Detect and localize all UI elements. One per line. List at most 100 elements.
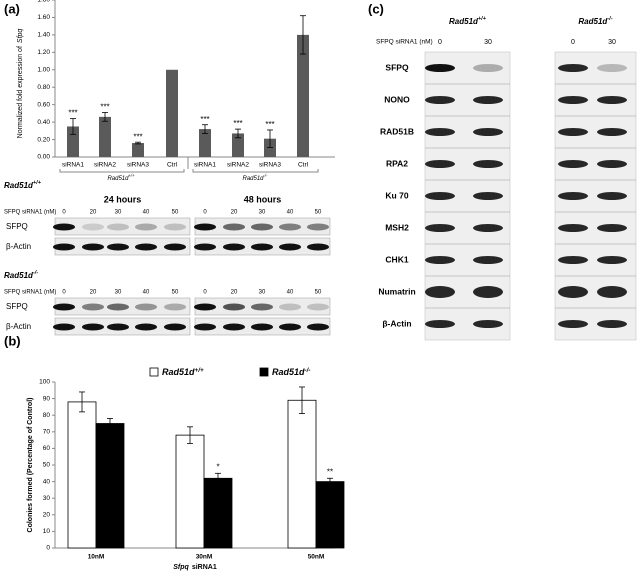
y-tick-label: 40 [43, 478, 51, 485]
blot-band [425, 256, 455, 264]
error-bar [135, 141, 141, 145]
blot-band [194, 303, 216, 311]
blot-band [597, 256, 627, 264]
blot-band [425, 64, 455, 72]
x-tick-label: 50nM [308, 554, 325, 561]
x-axis-label: Sfpq siRNA1 [173, 564, 217, 571]
blot-band [425, 192, 455, 200]
bar [95, 423, 125, 549]
protein-label: SFPQ [6, 222, 28, 231]
error-bar [102, 112, 108, 122]
y-tick-label: 70 [43, 429, 51, 436]
blot-band [473, 320, 503, 328]
blot-band [107, 323, 129, 331]
protein-label: SFPQ [6, 302, 28, 311]
blot-band [279, 323, 301, 331]
blot-band [82, 303, 104, 311]
y-axis-label: Colonies formed (Percentage of Control) [27, 398, 34, 533]
blot-band [53, 303, 75, 311]
lane-label: 20 [90, 290, 97, 296]
blot-band [135, 303, 157, 311]
blot-band [53, 243, 75, 251]
protein-label: β-Actin [6, 242, 31, 251]
timepoint-label: 48 hours [244, 194, 282, 204]
protein-label: CHK1 [385, 254, 408, 264]
blot-band [473, 192, 503, 200]
protein-label: Numatrin [378, 286, 415, 296]
y-tick-label: 30 [43, 495, 51, 502]
genotype-label: Rad51d-/- [578, 17, 612, 26]
error-bar [300, 15, 306, 55]
blot-band [53, 223, 75, 231]
lane-label: 20 [231, 210, 238, 216]
blot-band [307, 223, 329, 231]
blot-band [82, 243, 104, 251]
lane-label: 50 [172, 290, 179, 296]
blot-band [558, 320, 588, 328]
protein-label: β-Actin [6, 322, 31, 331]
y-tick-label: 0.00 [37, 154, 50, 161]
significance-label: *** [100, 103, 109, 112]
bar [175, 434, 205, 549]
lane-label: 30 [484, 39, 492, 46]
gene-name: Rad51d [4, 271, 34, 280]
blot-band [597, 96, 627, 104]
y-axis-label-gene: Sfpq [17, 29, 24, 44]
group-bracket [59, 169, 185, 173]
blot-band [558, 192, 588, 200]
blot-band [135, 323, 157, 331]
significance-label: *** [200, 115, 209, 124]
y-tick-label: 1.20 [37, 49, 50, 56]
blot-band [473, 256, 503, 264]
blot-band [558, 128, 588, 136]
significance-label: *** [265, 120, 274, 129]
timepoint-label: 24 hours [104, 194, 142, 204]
lane-label: 30 [115, 290, 122, 296]
protein-label: MSH2 [385, 222, 409, 232]
x-tick-label: siRNA3 [127, 162, 149, 169]
panel-label: (a) [4, 1, 20, 16]
lane-label: 30 [608, 39, 616, 46]
x-tick-label: 30nM [196, 554, 213, 561]
genotype: -/- [33, 271, 38, 277]
y-axis-label-text: Normalized fold expression of [17, 46, 24, 138]
bar [199, 129, 211, 157]
y-axis-label: Normalized fold expression of Sfpq [17, 29, 24, 139]
blot-band [279, 243, 301, 251]
y-tick-label: 1.40 [37, 32, 50, 39]
y-tick-label: 0.40 [37, 119, 50, 126]
x-tick-label: siRNA3 [259, 162, 281, 169]
error-bar [215, 472, 221, 484]
lane-label: 40 [143, 290, 150, 296]
x-tick-label: 10nM [88, 554, 105, 561]
blot-band [473, 128, 503, 136]
bar [166, 69, 178, 157]
gene-name: Rad51d [449, 17, 479, 26]
gene-name: Rad51d [162, 367, 195, 377]
legend-swatch [149, 367, 159, 377]
blot-band [473, 224, 503, 232]
blot-band [53, 323, 75, 331]
blot-band [107, 303, 129, 311]
x-tick-label: siRNA2 [94, 162, 116, 169]
blot-band [279, 223, 301, 231]
blot-band [223, 243, 245, 251]
blot-band [107, 243, 129, 251]
lane-label: 0 [438, 39, 442, 46]
error-bar [70, 118, 76, 135]
error-bar [299, 386, 305, 414]
lane-title: SFPQ siRNA1 (nM) [4, 290, 56, 296]
lane-label: 40 [287, 210, 294, 216]
genotype: +/+ [128, 173, 135, 178]
blot-band [223, 223, 245, 231]
genotype-label: Rad51d+/+ [4, 181, 42, 190]
error-bar [79, 391, 85, 413]
genotype: +/+ [33, 181, 42, 187]
blot-band [307, 243, 329, 251]
genotype: +/+ [195, 367, 204, 374]
blot-band [558, 286, 588, 298]
gene-name: Rad51d [272, 367, 305, 377]
x-axis-label-gene: Sfpq [173, 564, 189, 571]
blot-band [558, 96, 588, 104]
